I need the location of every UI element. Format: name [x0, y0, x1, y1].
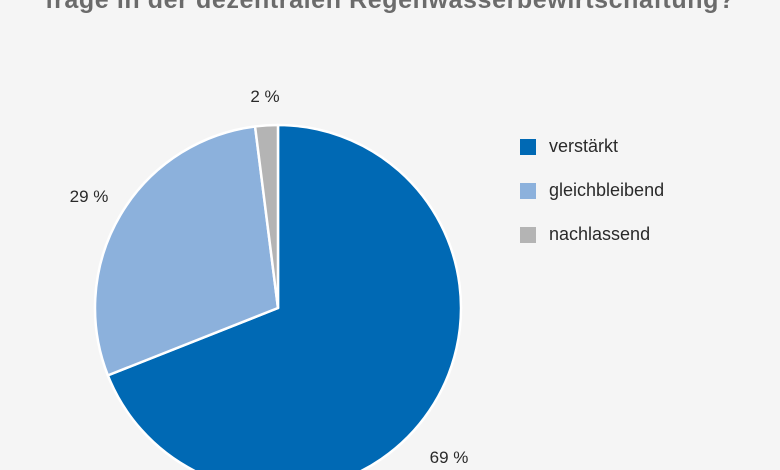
legend-swatch: [520, 183, 536, 199]
chart-title: frage in der dezentralen Regenwasserbewi…: [45, 0, 735, 14]
legend-swatch: [520, 139, 536, 155]
legend-item-nachlassend: nachlassend: [520, 221, 664, 265]
legend-label: gleichbleibend: [549, 180, 665, 200]
slice-label-verstaerkt: 69 %: [430, 448, 469, 467]
slice-label-nachlassend: 2 %: [250, 87, 279, 106]
legend-label: nachlassend: [549, 224, 651, 244]
pie-slice-gleichbleibend: [93, 125, 280, 377]
legend-item-gleichbleibend: gleichbleibend: [520, 177, 664, 221]
pie-slice-verstaerkt: [106, 123, 463, 470]
pie-slice-nachlassend: [253, 123, 280, 310]
legend-swatch: [520, 227, 536, 243]
slice-label-gleichbleibend: 29 %: [70, 187, 109, 206]
legend-item-verstaerkt: verstärkt: [520, 133, 664, 177]
legend-label: verstärkt: [549, 136, 619, 156]
legend: verstärkt gleichbleibend nachlassend: [520, 133, 664, 265]
